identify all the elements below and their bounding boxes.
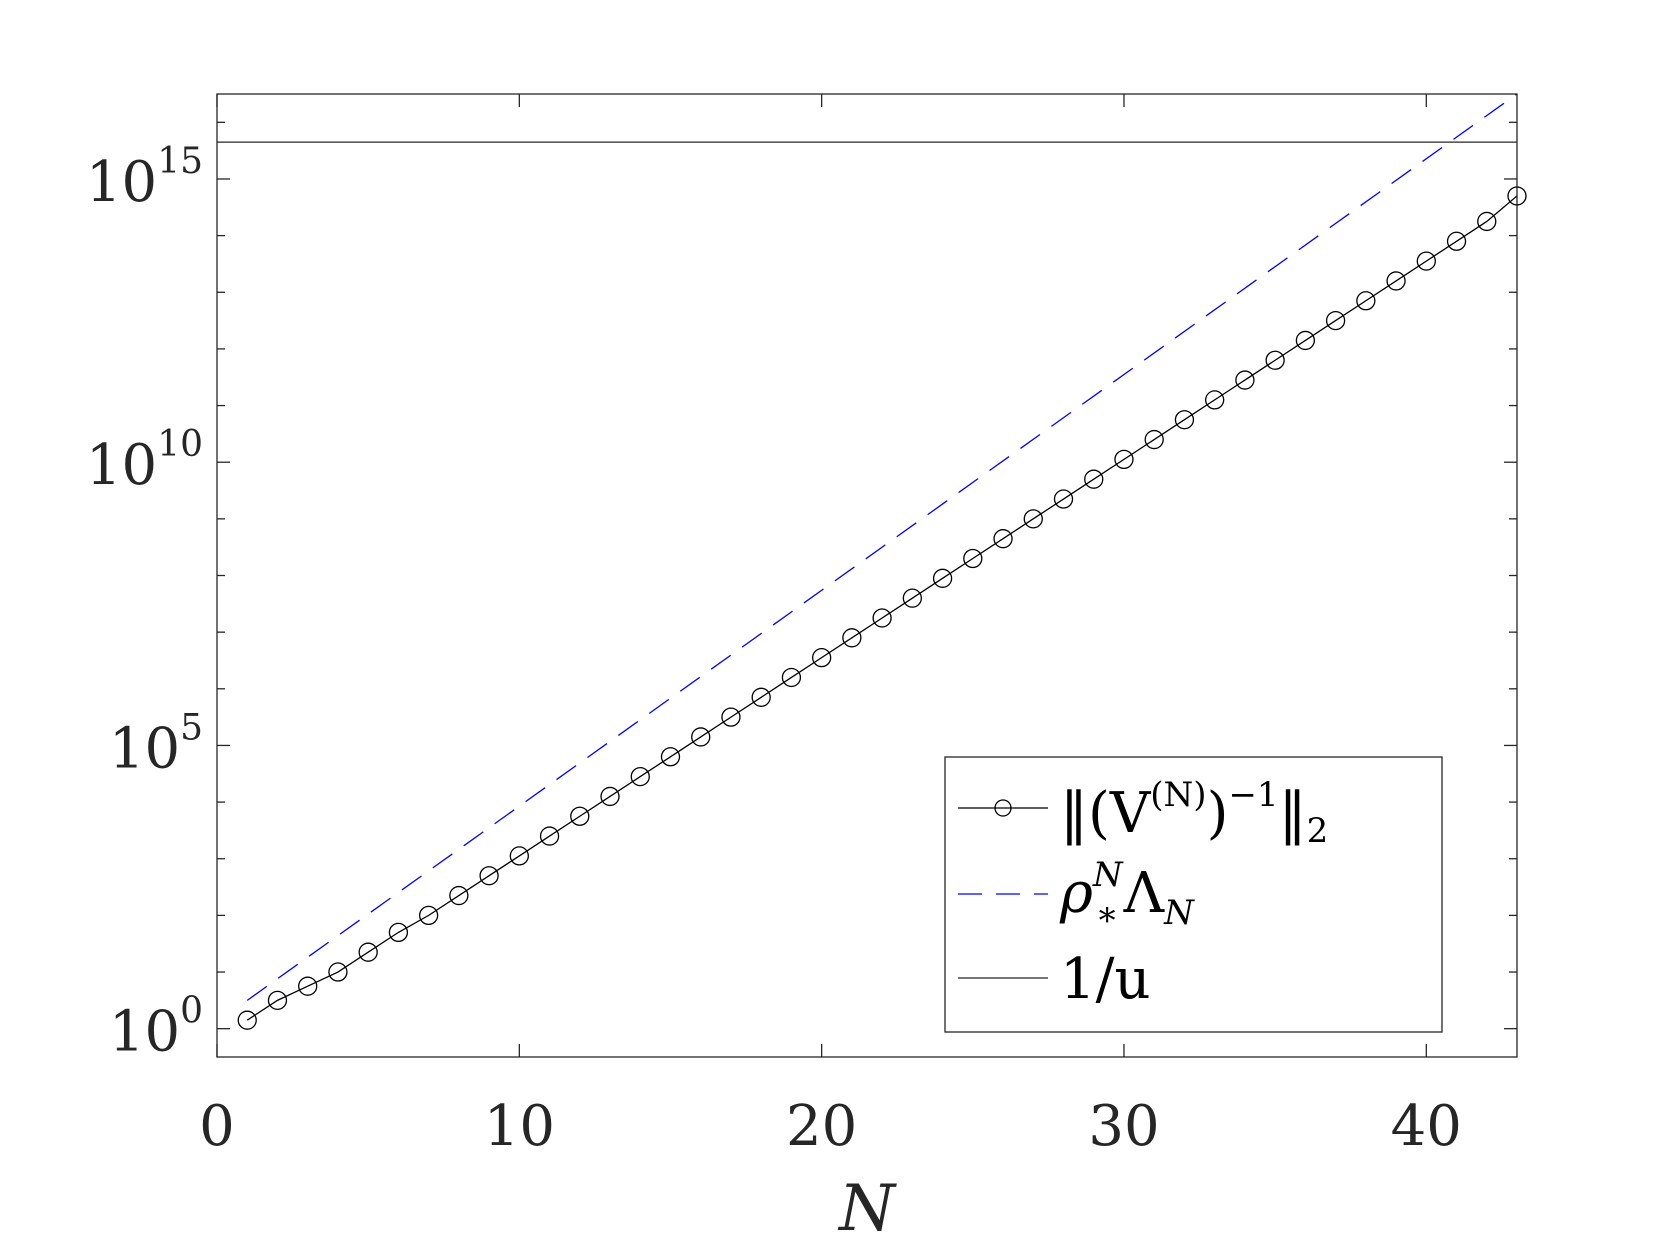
data-point-marker	[1265, 350, 1285, 370]
y-tick-label: 100	[109, 991, 203, 1065]
data-point-marker	[1507, 186, 1527, 206]
x-tick-label: 40	[1391, 1094, 1462, 1159]
y-tick-label: 1015	[86, 141, 203, 215]
data-point-marker	[812, 647, 832, 668]
data-point-marker	[479, 866, 499, 886]
data-point-marker	[570, 806, 590, 826]
data-point-marker	[449, 885, 469, 906]
x-tick-label: 20	[786, 1094, 857, 1159]
data-point-marker	[237, 1010, 257, 1030]
plot-area	[217, 94, 1517, 1021]
data-point-marker	[600, 786, 620, 807]
data-point-marker	[1144, 429, 1164, 450]
x-tick-label: 30	[1088, 1094, 1159, 1159]
axis-ticks	[216, 94, 1517, 1057]
data-point-marker	[1174, 410, 1195, 430]
data-point-marker	[509, 846, 529, 866]
data-point-marker	[1114, 449, 1134, 470]
data-point-marker	[1053, 489, 1074, 509]
data-point-marker	[1477, 211, 1497, 232]
y-tick-label: 105	[109, 707, 203, 781]
legend: ‖(V(N))−1‖2 ρN * ΛN 1/u	[944, 756, 1443, 1033]
data-point-marker	[1356, 291, 1376, 311]
x-tick-label: 10	[484, 1094, 555, 1159]
x-axis-title: N	[837, 1172, 897, 1243]
data-point-marker	[842, 628, 862, 648]
data-point-marker	[267, 990, 288, 1011]
data-point-marker	[328, 962, 348, 982]
data-point-marker	[418, 905, 439, 926]
data-point-marker	[781, 667, 802, 688]
data-point-marker	[1084, 469, 1104, 489]
data-point-marker	[298, 976, 318, 996]
data-point-marker	[1416, 251, 1436, 271]
data-point-marker	[751, 687, 771, 707]
series-line-0	[246, 195, 1517, 1021]
y-tick-label: 1010	[86, 424, 203, 498]
data-point-marker	[630, 766, 650, 787]
data-point-marker	[691, 727, 711, 747]
data-point-marker	[963, 548, 983, 569]
x-tick-labels: 0 10 20 30 40	[199, 1094, 1462, 1159]
legend-box	[944, 756, 1443, 1033]
legend-label-one-over-u: 1/u	[1060, 947, 1151, 1012]
series-line-1	[246, 94, 1517, 1001]
data-point-marker	[872, 608, 892, 628]
data-point-marker	[1446, 231, 1467, 251]
legend-swatch-marker	[994, 799, 1012, 817]
x-tick-label: 0	[199, 1094, 235, 1159]
data-point-marker	[660, 747, 681, 767]
data-point-marker	[358, 942, 378, 962]
y-tick-labels: 100 105 1010 1015	[86, 141, 203, 1065]
data-point-marker	[1386, 271, 1406, 291]
data-point-marker	[1205, 390, 1225, 410]
legend-label-norm: ‖(V(N))−1‖2	[1060, 775, 1328, 851]
data-point-marker	[1325, 310, 1346, 331]
data-point-marker	[1023, 509, 1043, 529]
data-point-marker	[1295, 330, 1316, 351]
data-point-marker	[388, 922, 409, 943]
data-point-marker	[993, 529, 1013, 549]
data-point-marker	[721, 707, 741, 727]
data-point-marker	[539, 826, 560, 846]
legend-label-rho: ρN * ΛN	[1059, 855, 1195, 941]
data-point-marker	[932, 568, 953, 588]
data-point-marker	[902, 588, 922, 608]
data-point-marker	[1235, 370, 1255, 390]
